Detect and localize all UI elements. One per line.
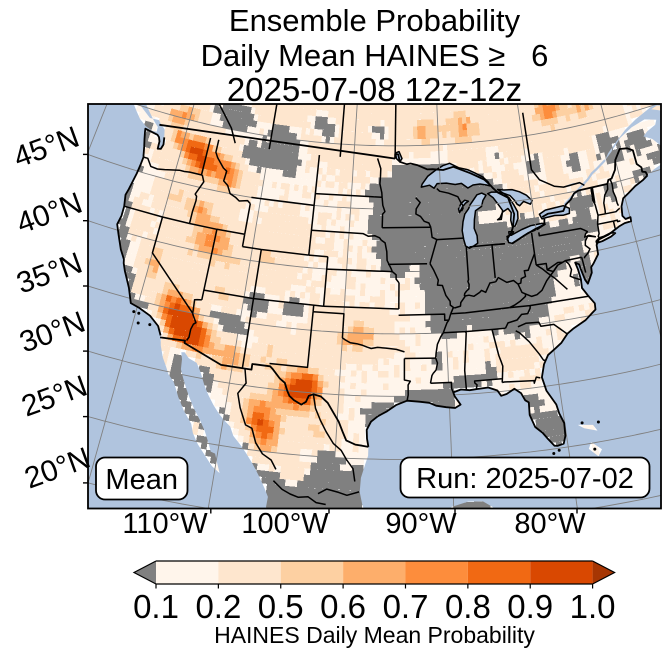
svg-text:0.2: 0.2 — [195, 588, 241, 625]
svg-text:0.7: 0.7 — [383, 588, 429, 625]
svg-text:2025-07-08 12z-12z: 2025-07-08 12z-12z — [227, 71, 522, 108]
svg-text:100°W: 100°W — [241, 508, 329, 540]
svg-text:Run: 2025-07-02: Run: 2025-07-02 — [416, 463, 634, 495]
svg-text:Ensemble Probability: Ensemble Probability — [229, 3, 521, 38]
svg-text:0.5: 0.5 — [258, 588, 304, 625]
svg-text:0.9: 0.9 — [507, 588, 553, 625]
svg-text:1.0: 1.0 — [570, 588, 616, 625]
svg-text:0.8: 0.8 — [445, 588, 491, 625]
svg-text:80°W: 80°W — [514, 508, 586, 540]
svg-text:Mean: Mean — [105, 464, 178, 496]
svg-text:0.1: 0.1 — [133, 588, 179, 625]
svg-text:Daily Mean HAINES ≥ 6: Daily Mean HAINES ≥ 6 — [201, 38, 549, 73]
svg-text:0.6: 0.6 — [320, 588, 366, 625]
svg-text:110°W: 110°W — [122, 508, 208, 540]
svg-text:90°W: 90°W — [385, 508, 457, 540]
svg-text:HAINES Daily Mean Probability: HAINES Daily Mean Probability — [214, 622, 535, 648]
